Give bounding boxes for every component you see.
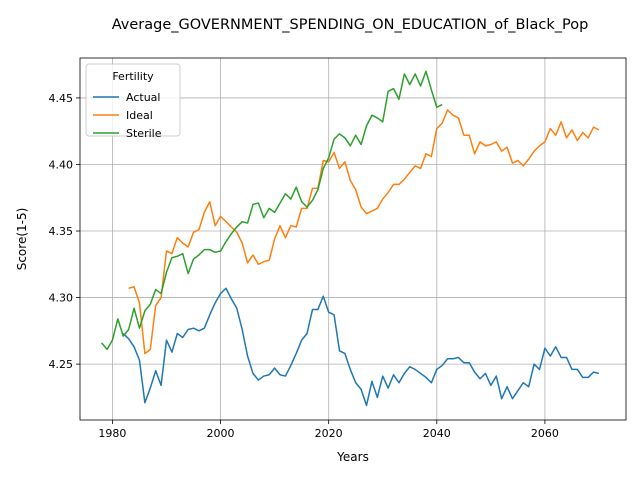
x-tick-label: 2020 (315, 427, 343, 440)
plot-frame (79, 57, 627, 421)
legend: Fertility Actual Ideal Sterile (85, 63, 181, 140)
x-tick-label: 2000 (207, 427, 235, 440)
series-lines (101, 70, 600, 407)
y-tick-label: 4.40 (49, 158, 74, 171)
series-line-actual (122, 287, 600, 407)
x-tick-label: 2060 (531, 427, 559, 440)
y-tick-label: 4.30 (49, 292, 74, 305)
y-axis-ticks: 4.25 4.30 4.35 4.40 4.45 (49, 92, 80, 371)
x-tick-label: 2040 (423, 427, 451, 440)
gridlines (80, 58, 626, 420)
series-line-ideal (128, 109, 600, 355)
legend-title: Fertility (112, 70, 154, 83)
y-tick-label: 4.35 (49, 225, 74, 238)
y-tick-label: 4.25 (49, 358, 74, 371)
series-line-sterile (101, 70, 443, 351)
legend-label-actual: Actual (126, 91, 160, 104)
x-tick-label: 1980 (98, 427, 126, 440)
legend-box (85, 63, 181, 137)
legend-label-ideal: Ideal (126, 109, 153, 122)
x-axis-label: Years (336, 450, 369, 464)
y-tick-label: 4.45 (49, 92, 74, 105)
y-axis-label: Score(1-5) (15, 208, 29, 271)
x-axis-ticks: 1980 2000 2020 2040 2060 (98, 420, 559, 440)
chart-title: Average_GOVERNMENT_SPENDING_ON_EDUCATION… (112, 17, 589, 33)
legend-label-sterile: Sterile (126, 127, 162, 140)
